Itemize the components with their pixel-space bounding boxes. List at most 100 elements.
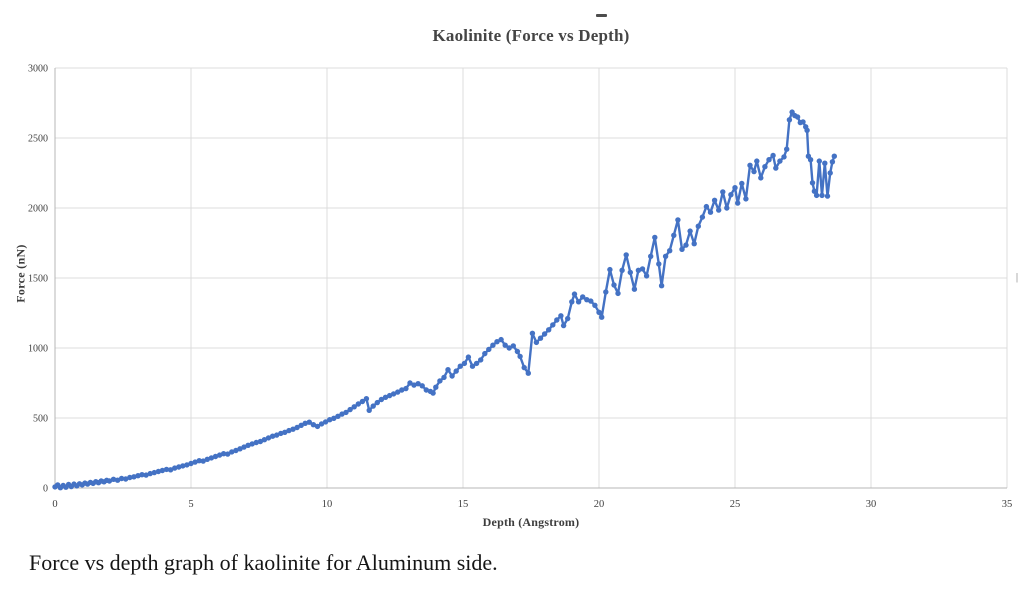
- data-point: [314, 423, 321, 430]
- data-point: [623, 252, 629, 258]
- data-point: [758, 175, 764, 181]
- x-tick-label: 15: [458, 499, 469, 510]
- data-point: [180, 463, 186, 469]
- data-point: [118, 475, 125, 482]
- data-point: [163, 466, 170, 473]
- data-point: [627, 269, 633, 276]
- data-point: [671, 232, 677, 238]
- data-point: [253, 439, 259, 446]
- data-point: [822, 160, 828, 166]
- data-point: [560, 322, 567, 329]
- data-point: [127, 474, 133, 481]
- data-point: [347, 406, 353, 413]
- data-point: [151, 469, 157, 476]
- chart-canvas: 0 500 1000 1500 2000 2500 3000 0 5 10 15 20 25 30 35: [28, 64, 1012, 511]
- x-tick-label: 25: [730, 499, 741, 510]
- data-point: [335, 413, 341, 419]
- data-point: [494, 339, 500, 345]
- data-point: [245, 442, 251, 448]
- data-point: [724, 205, 730, 211]
- data-point: [390, 391, 397, 397]
- y-tick-label: 3000: [28, 64, 48, 75]
- data-point: [374, 399, 380, 406]
- data-point: [770, 152, 776, 159]
- data-point: [691, 241, 697, 247]
- data-point: [478, 357, 484, 363]
- data-point: [580, 294, 586, 300]
- data-point: [575, 299, 582, 305]
- data-point: [699, 214, 706, 220]
- data-point: [192, 459, 198, 465]
- data-point: [445, 367, 451, 373]
- data-point: [159, 467, 166, 474]
- data-point: [423, 387, 429, 393]
- data-point: [720, 189, 726, 195]
- data-point: [794, 114, 801, 120]
- data-point: [465, 354, 472, 360]
- data-point: [550, 322, 556, 328]
- data-point: [658, 283, 665, 289]
- data-point: [800, 119, 806, 125]
- data-point: [306, 419, 312, 425]
- data-point: [419, 383, 425, 389]
- data-point: [457, 363, 463, 369]
- data-point: [521, 364, 527, 371]
- data-point: [363, 396, 370, 402]
- data-point: [675, 217, 681, 223]
- data-point: [461, 360, 468, 367]
- data-point: [131, 474, 137, 480]
- data-point: [188, 460, 194, 467]
- data-point: [212, 453, 219, 460]
- data-point: [469, 363, 476, 369]
- data-point: [679, 246, 685, 252]
- data-point: [643, 273, 650, 279]
- data-point: [514, 348, 521, 355]
- data-point: [662, 253, 669, 259]
- data-point: [683, 242, 689, 248]
- data-point: [261, 437, 268, 443]
- data-point: [437, 378, 443, 384]
- y-tick-label: 0: [43, 484, 48, 495]
- data-point: [639, 266, 646, 272]
- y-tick-label: 1500: [28, 274, 48, 285]
- data-point: [310, 422, 317, 428]
- data-point: [143, 472, 149, 478]
- data-point: [831, 153, 837, 159]
- x-tick-label: 5: [188, 499, 193, 510]
- data-point: [529, 330, 536, 336]
- data-point: [517, 353, 523, 360]
- data-point: [592, 302, 598, 308]
- data-point: [728, 192, 734, 198]
- stray-dash-mark: [596, 14, 607, 17]
- data-point: [819, 192, 825, 199]
- data-point: [486, 346, 492, 353]
- data-point: [716, 207, 722, 213]
- data-point: [571, 291, 578, 297]
- data-point: [241, 444, 247, 450]
- data-point: [652, 234, 658, 241]
- data-point: [415, 381, 421, 387]
- data-point: [807, 157, 814, 163]
- data-point: [707, 209, 714, 215]
- data-point: [588, 298, 594, 304]
- data-point: [220, 451, 227, 457]
- data-point: [430, 390, 436, 396]
- data-point: [482, 350, 488, 357]
- data-point: [809, 180, 816, 186]
- data-point: [282, 429, 288, 435]
- data-point: [829, 159, 836, 165]
- data-point: [298, 422, 304, 428]
- data-point: [804, 127, 810, 133]
- data-point: [781, 154, 787, 160]
- data-point: [747, 162, 753, 168]
- data-series-line: [53, 110, 836, 489]
- data-point: [607, 266, 613, 273]
- data-point: [378, 396, 385, 403]
- stray-edge-mark: |: [1016, 272, 1019, 283]
- data-point: [286, 427, 292, 434]
- data-point: [411, 382, 417, 388]
- data-point: [525, 370, 531, 376]
- data-point: [506, 345, 512, 351]
- data-point: [816, 158, 822, 164]
